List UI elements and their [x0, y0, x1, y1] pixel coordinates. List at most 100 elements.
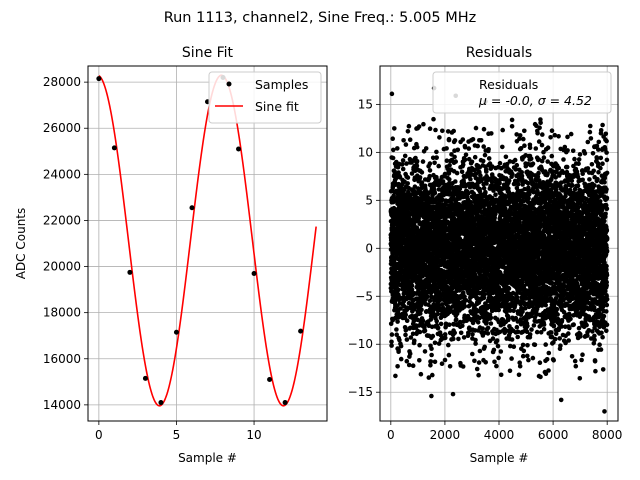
residual-point — [390, 136, 396, 141]
figure-suptitle: Run 1113, channel2, Sine Freq.: 5.005 MH… — [164, 10, 477, 26]
residual-point — [473, 341, 478, 346]
residuals-data — [388, 85, 610, 414]
sample-point — [189, 205, 195, 211]
residual-point — [440, 128, 445, 134]
residual-point — [500, 144, 505, 150]
residual-point — [449, 152, 454, 157]
residual-point — [403, 142, 409, 147]
residual-point — [393, 373, 398, 379]
residual-point — [422, 349, 428, 354]
residual-point — [454, 170, 460, 176]
residual-point — [391, 193, 397, 198]
residual-point — [395, 319, 400, 324]
residual-point — [462, 157, 468, 162]
residual-point — [468, 176, 473, 182]
residual-point — [396, 349, 401, 355]
sine-fit-title: Sine Fit — [182, 45, 234, 61]
residual-point — [466, 191, 471, 196]
residual-point — [506, 286, 512, 291]
residual-point — [396, 315, 402, 320]
residual-point — [424, 294, 430, 299]
residual-point — [432, 340, 438, 346]
residual-point — [439, 361, 445, 367]
residual-point — [495, 343, 501, 349]
sine-fit-grid — [88, 66, 327, 421]
residual-point — [498, 372, 504, 378]
residual-point — [407, 137, 413, 142]
residuals-axes: Residuals 0 2000 4000 6000 8000−15−10−505101… — [348, 45, 623, 465]
residual-point — [397, 337, 402, 343]
residual-point — [496, 355, 501, 361]
residual-point — [463, 298, 469, 303]
residual-point — [478, 138, 484, 143]
residual-point — [485, 331, 491, 336]
residual-point — [488, 321, 494, 326]
residual-point — [482, 344, 488, 350]
sine-fit-ytick-label: 18000 — [43, 306, 81, 320]
residual-point — [420, 318, 426, 324]
residual-point — [484, 169, 489, 174]
residual-point — [473, 125, 479, 131]
sine-fit-xtick-label: 10 — [246, 428, 261, 442]
residual-point — [478, 173, 483, 178]
residual-point — [435, 326, 441, 331]
residual-point — [466, 146, 472, 151]
residual-point — [438, 321, 444, 327]
residual-point — [434, 155, 439, 160]
residual-point — [476, 372, 481, 378]
residual-point — [462, 144, 468, 150]
residual-point — [409, 283, 415, 289]
legend-samples-marker — [226, 81, 232, 87]
residual-point — [470, 351, 475, 357]
residual-point — [520, 309, 525, 315]
sample-point — [173, 329, 179, 335]
residual-point — [456, 336, 461, 342]
residual-point — [447, 322, 452, 328]
residual-point — [430, 333, 436, 339]
residual-point — [521, 136, 526, 142]
residual-point — [482, 292, 487, 297]
residual-point — [404, 318, 410, 324]
residual-point — [461, 290, 466, 296]
residual-point — [500, 127, 506, 133]
residual-point — [410, 331, 416, 337]
residual-point — [402, 153, 408, 159]
residual-point — [427, 298, 433, 304]
residual-point — [520, 353, 526, 359]
legend-sine-fit-label: Sine fit — [255, 99, 299, 114]
residual-point — [423, 188, 429, 193]
residual-point — [427, 161, 433, 166]
sine-fit-ylabel: ADC Counts — [14, 208, 28, 280]
residual-point — [414, 163, 420, 168]
residual-point — [416, 124, 422, 129]
residual-point — [515, 182, 521, 187]
residual-point — [426, 375, 432, 380]
residual-point — [514, 162, 520, 168]
sample-point — [96, 76, 102, 82]
residual-point — [389, 332, 395, 337]
residual-point — [457, 186, 463, 192]
residual-point — [400, 158, 406, 163]
residual-point — [480, 158, 486, 164]
residual-point — [517, 133, 523, 138]
residual-point — [399, 162, 405, 167]
residual-point — [442, 357, 448, 363]
residual-point — [444, 146, 449, 151]
residual-point — [412, 338, 417, 344]
sine-fit-axes: Sine Fit 0 5 10140001600018000200002200024… — [14, 45, 328, 465]
residual-point — [515, 334, 520, 340]
residual-point — [455, 147, 461, 153]
residual-point — [453, 159, 459, 164]
residual-point — [419, 180, 425, 185]
residual-point — [512, 157, 518, 163]
residual-point — [486, 156, 492, 161]
residual-point — [421, 121, 426, 127]
residual-point — [404, 358, 410, 364]
residual-point — [470, 332, 475, 337]
residual-point — [435, 311, 441, 317]
residual-point — [509, 356, 514, 361]
residual-point — [445, 129, 451, 134]
residual-point — [389, 339, 394, 345]
sample-point — [236, 146, 242, 152]
residual-point — [429, 346, 434, 352]
